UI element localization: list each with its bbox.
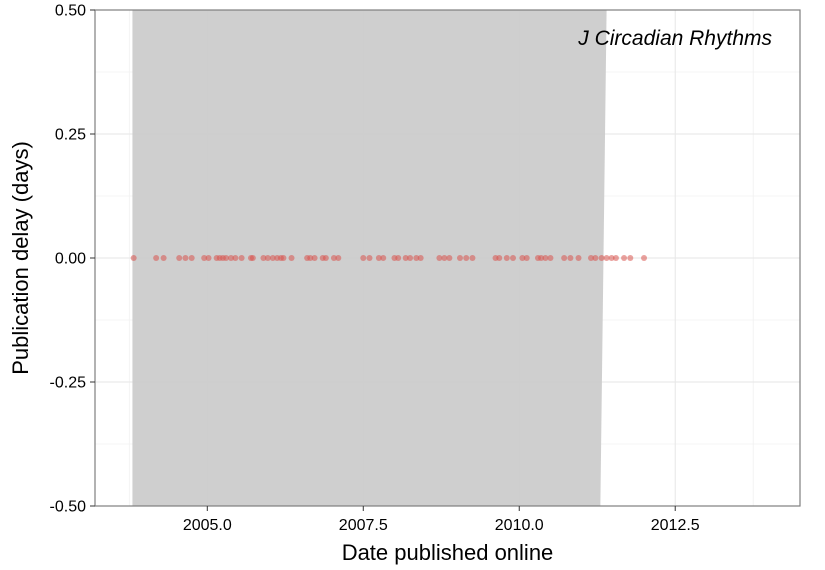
- data-point: [417, 255, 424, 261]
- data-point: [441, 255, 448, 261]
- data-point: [288, 255, 295, 261]
- y-axis: -0.50 -0.25 0.00 0.25 0.50: [50, 3, 95, 516]
- data-point: [587, 255, 594, 261]
- data-point: [330, 255, 337, 261]
- x-tick-label: 2012.5: [651, 517, 700, 534]
- y-tick-label: -0.25: [50, 375, 87, 392]
- data-point: [232, 255, 239, 261]
- data-point: [542, 255, 549, 261]
- data-point: [463, 255, 470, 261]
- data-point: [280, 255, 287, 261]
- data-point: [413, 255, 420, 261]
- data-point: [561, 255, 568, 261]
- data-point: [238, 255, 245, 261]
- journal-annotation: J Circadian Rhythms: [577, 27, 772, 50]
- data-point: [130, 255, 137, 261]
- data-point: [395, 255, 402, 261]
- data-point: [641, 255, 648, 261]
- y-tick-label: 0.25: [55, 127, 86, 144]
- data-point: [436, 255, 443, 261]
- data-point: [160, 255, 167, 261]
- data-point: [188, 255, 195, 261]
- data-point: [510, 255, 517, 261]
- x-axis: 2005.0 2007.5 2010.0 2012.5: [183, 506, 700, 534]
- data-point: [402, 255, 409, 261]
- data-point: [519, 255, 526, 261]
- data-point: [627, 255, 634, 261]
- x-tick-label: 2005.0: [183, 517, 232, 534]
- data-point: [592, 255, 599, 261]
- data-point: [567, 255, 574, 261]
- data-point: [598, 255, 605, 261]
- data-point: [223, 255, 230, 261]
- y-tick-label: -0.50: [50, 499, 87, 516]
- data-point: [153, 255, 160, 261]
- y-axis-title: Publication delay (days): [8, 141, 33, 375]
- data-point: [322, 255, 329, 261]
- data-points: [130, 255, 648, 261]
- data-point: [538, 255, 545, 261]
- data-point: [446, 255, 453, 261]
- data-point: [182, 255, 189, 261]
- data-point: [608, 255, 615, 261]
- data-point: [603, 255, 610, 261]
- data-point: [205, 255, 212, 261]
- data-point: [228, 255, 235, 261]
- y-tick-label: 0.00: [55, 251, 86, 268]
- data-point: [366, 255, 373, 261]
- data-point: [380, 255, 387, 261]
- x-tick-label: 2007.5: [339, 517, 388, 534]
- x-tick-label: 2010.0: [495, 517, 544, 534]
- data-point: [311, 255, 318, 261]
- data-point: [575, 255, 582, 261]
- data-point: [496, 255, 503, 261]
- data-point: [249, 255, 256, 261]
- data-point: [612, 255, 619, 261]
- data-point: [407, 255, 414, 261]
- data-point: [260, 255, 267, 261]
- data-point: [375, 255, 382, 261]
- x-axis-title: Date published online: [342, 540, 554, 565]
- data-point: [269, 255, 276, 261]
- data-point: [547, 255, 554, 261]
- data-point: [621, 255, 628, 261]
- data-point: [201, 255, 208, 261]
- data-point: [360, 255, 367, 261]
- data-point: [264, 255, 271, 261]
- y-tick-label: 0.50: [55, 3, 86, 20]
- data-point: [503, 255, 510, 261]
- data-point: [335, 255, 342, 261]
- data-point: [307, 255, 314, 261]
- data-point: [456, 255, 463, 261]
- data-point: [523, 255, 530, 261]
- data-point: [469, 255, 476, 261]
- data-point: [176, 255, 183, 261]
